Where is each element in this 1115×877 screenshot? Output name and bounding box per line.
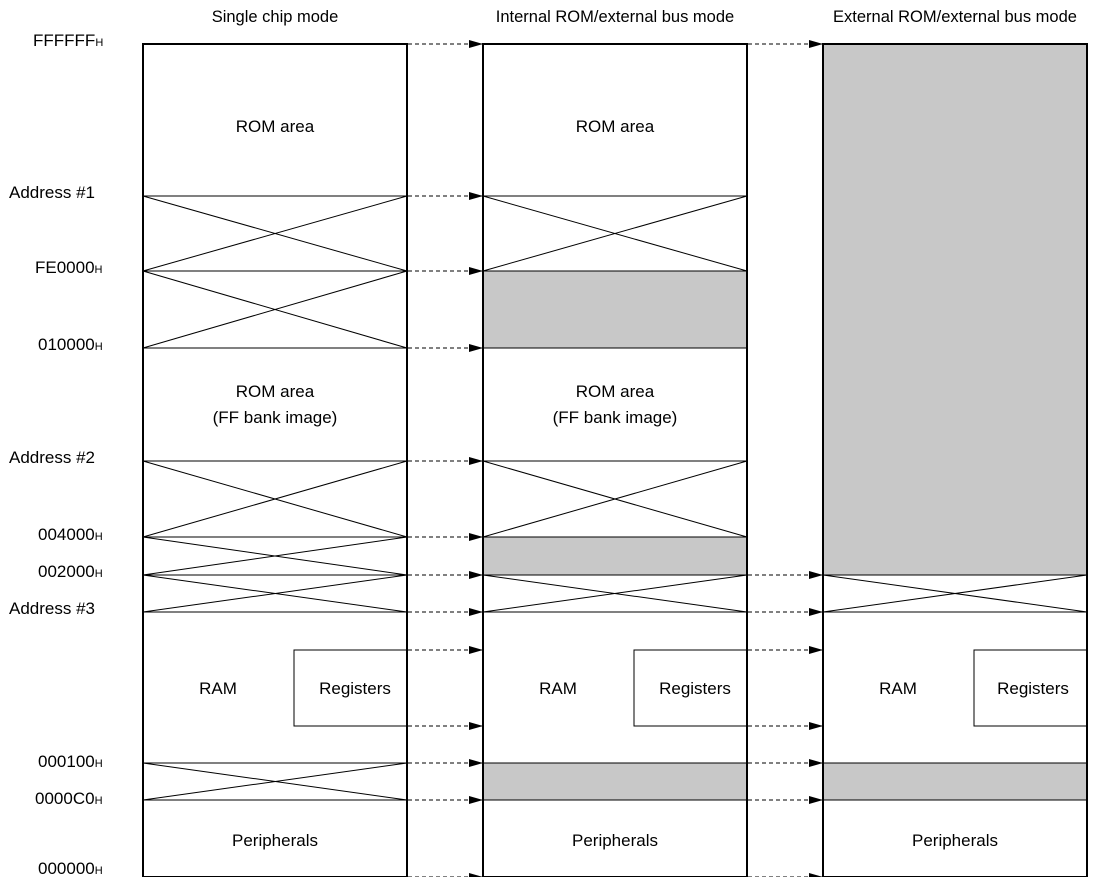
- address-label-000000: 000000H: [38, 859, 103, 877]
- address-label-3: Address #3: [9, 599, 95, 618]
- external-area-000100-external: [823, 763, 1087, 800]
- memory-column-single: [142, 43, 408, 877]
- address-label-010000: 010000H: [38, 335, 103, 354]
- registers-label-internal: Registers: [659, 679, 731, 698]
- memory-column-internal: [482, 43, 748, 877]
- reserved-region-external: [822, 574, 1088, 801]
- reserved-region-single: [142, 195, 408, 801]
- ram-label-external: RAM: [879, 679, 917, 698]
- header-single-chip-mode: Single chip mode: [212, 8, 339, 26]
- ff-bank-image-label-internal: (FF bank image): [553, 408, 678, 427]
- address-label-000100: 000100H: [38, 752, 103, 771]
- address-label-004000: 004000H: [38, 525, 103, 544]
- external-area-fe0000-internal: [483, 271, 747, 348]
- rom-area-label-internal: ROM area: [576, 117, 655, 136]
- ff-bank-image-label-single: (FF bank image): [213, 408, 338, 427]
- registers-label-external: Registers: [997, 679, 1069, 698]
- rom-area-image-label-internal: ROM area: [576, 382, 655, 401]
- reserved-region-internal: [482, 195, 748, 801]
- ram-label-internal: RAM: [539, 679, 577, 698]
- rom-area-label-single: ROM area: [236, 117, 315, 136]
- address-label-fe0000: FE0000H: [35, 258, 103, 277]
- address-label-ffffff: FFFFFFH: [33, 31, 103, 50]
- external-area-000100-internal: [483, 763, 747, 800]
- external-area-top-external: [823, 44, 1087, 575]
- peripherals-label-single: Peripherals: [232, 831, 318, 850]
- header-internal-rom-mode: Internal ROM/external bus mode: [496, 8, 734, 26]
- ram-label-single: RAM: [199, 679, 237, 698]
- peripherals-label-external: Peripherals: [912, 831, 998, 850]
- rom-area-image-label-single: ROM area: [236, 382, 315, 401]
- peripherals-label-internal: Peripherals: [572, 831, 658, 850]
- address-label-1: Address #1: [9, 183, 95, 202]
- address-label-0000c0: 0000C0H: [35, 789, 103, 808]
- external-area-004000-internal: [483, 537, 747, 575]
- address-label-002000: 002000H: [38, 562, 103, 581]
- registers-label-single: Registers: [319, 679, 391, 698]
- column-single-chip: ROM area ROM area (FF bank image) RAM Re…: [142, 43, 408, 877]
- connector-arrows: [408, 40, 823, 877]
- address-label-2: Address #2: [9, 448, 95, 467]
- memory-column-external: [822, 43, 1088, 877]
- header-external-rom-mode: External ROM/external bus mode: [833, 8, 1077, 26]
- column-external-rom: RAM Registers Peripherals: [822, 43, 1088, 877]
- column-internal-rom: ROM area ROM area (FF bank image) RAM Re…: [482, 43, 748, 877]
